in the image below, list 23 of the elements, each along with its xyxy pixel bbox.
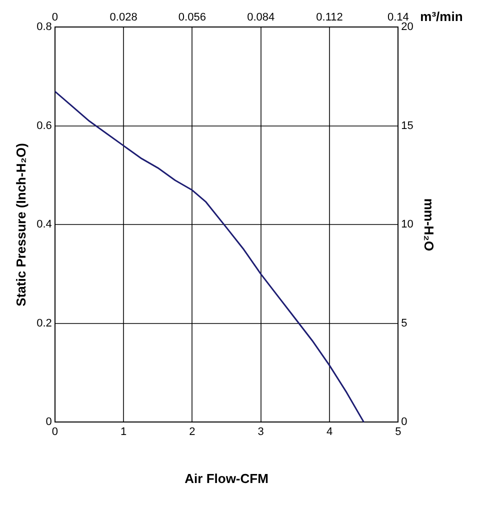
y-tick-label: 0.6 [36, 120, 52, 132]
y-tick-label: 0 [46, 416, 52, 428]
y-tick-label: 0.8 [36, 21, 52, 34]
x-axis-title: Air Flow-CFM [184, 470, 268, 486]
y-tick-label: 0.2 [36, 317, 52, 330]
x2-tick-label: 0.028 [110, 12, 138, 24]
y2-tick-label: 0 [401, 416, 408, 428]
x-tick-label: 5 [395, 426, 402, 438]
x2-tick-label: 0.112 [316, 12, 343, 24]
x-tick-label: 1 [120, 426, 127, 438]
x-tick-label: 3 [258, 426, 264, 438]
x2-tick-label: 0.084 [247, 12, 275, 24]
y2-tick-label: 15 [401, 120, 414, 132]
x2-tick-label: 0.056 [178, 12, 206, 24]
x-tick-label: 2 [189, 426, 196, 438]
x-tick-label: 4 [326, 426, 333, 438]
y-tick-label: 0.4 [36, 218, 52, 231]
y2-tick-label: 10 [401, 218, 414, 231]
x2-axis-title: m³/min [420, 8, 463, 24]
y2-axis-title: mm-H₂O [422, 198, 437, 252]
y-axis-title: Static Pressure (Inch-H₂O) [13, 143, 28, 306]
y2-tick-label: 20 [401, 21, 414, 34]
y2-tick-label: 5 [401, 317, 408, 330]
